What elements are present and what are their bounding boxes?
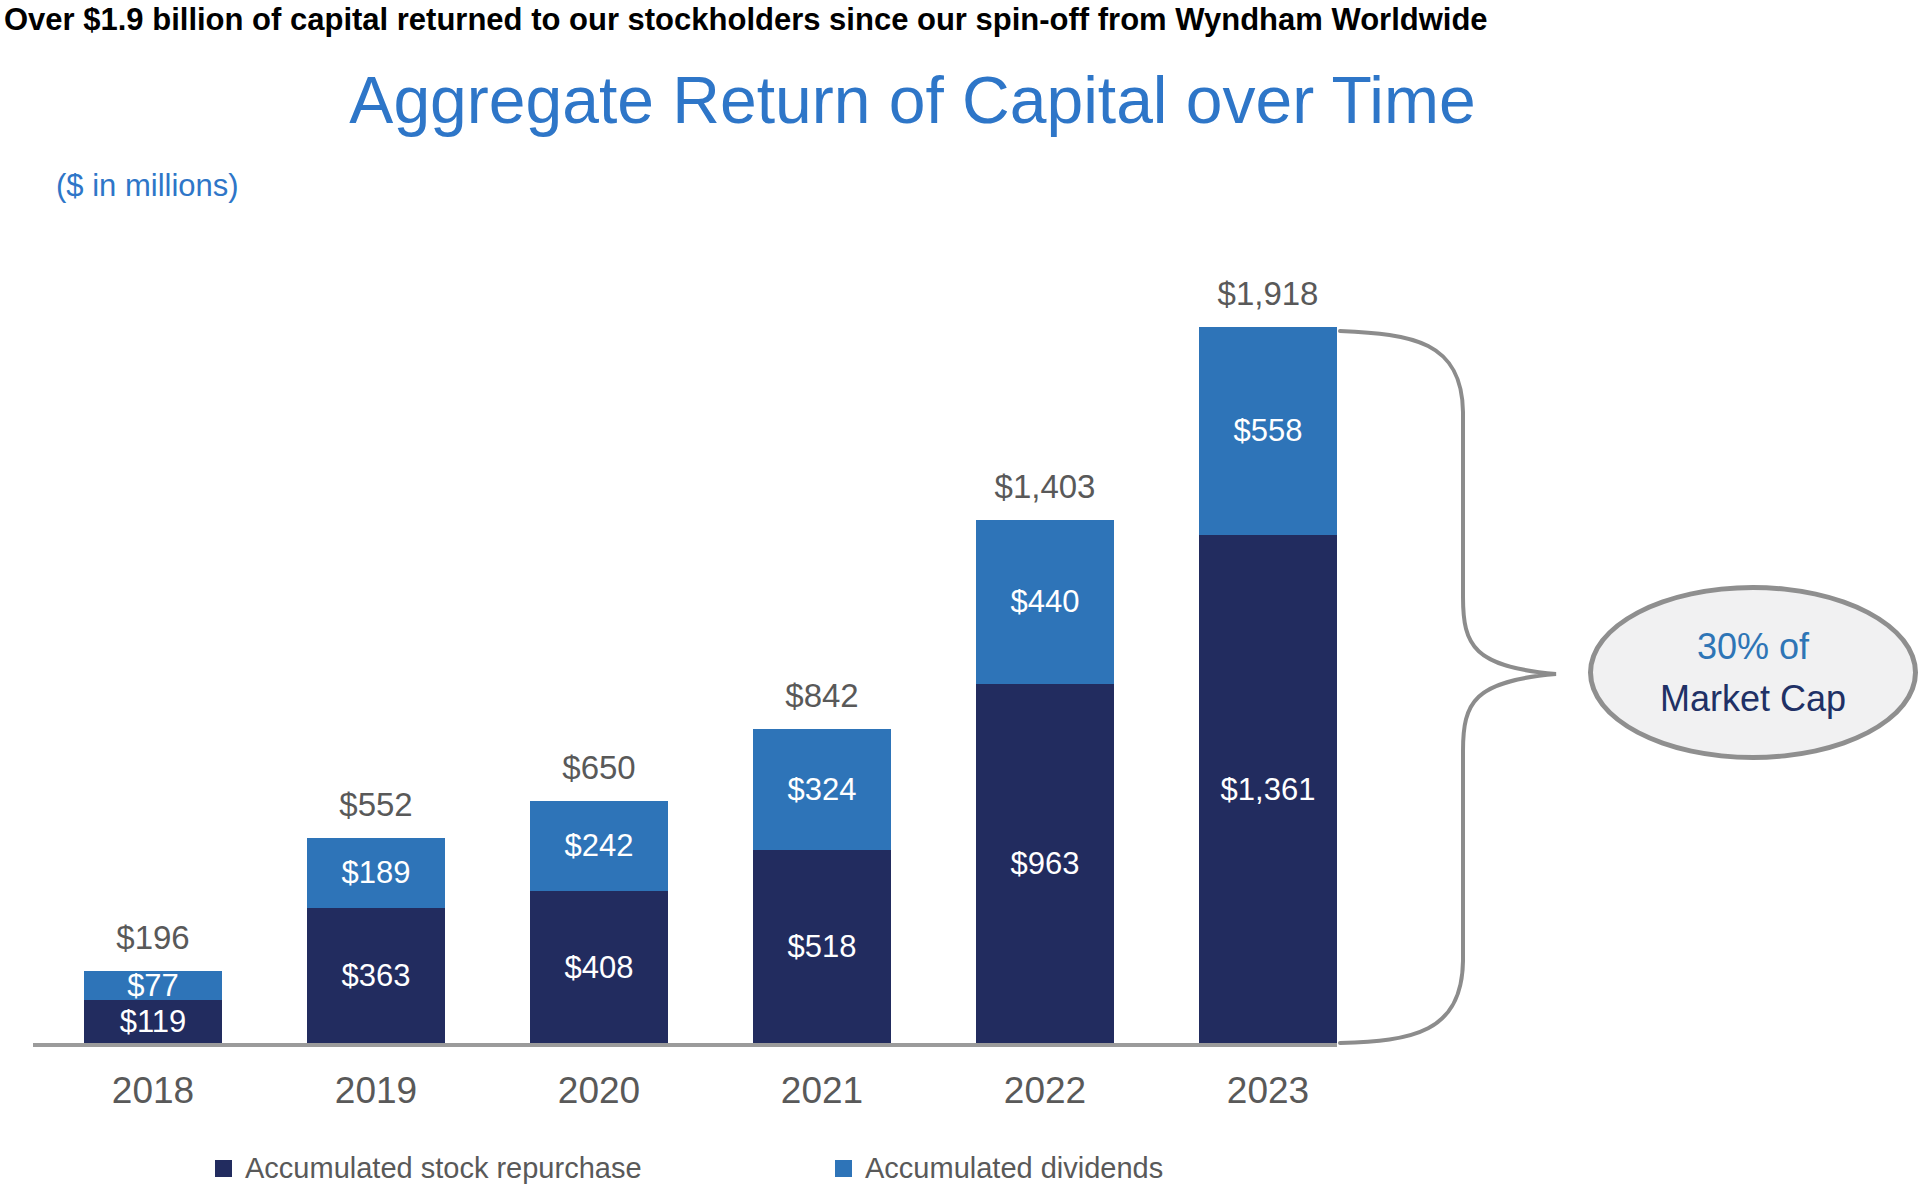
legend: Accumulated stock repurchase Accumulated… — [0, 1150, 1922, 1186]
bar-segment-dividends-2018: $77 — [84, 971, 222, 1000]
callout-bubble: 30% of Market Cap — [1588, 585, 1918, 760]
legend-swatch-dividends — [835, 1160, 852, 1177]
x-axis-label-2023: 2023 — [1178, 1070, 1358, 1112]
bar-total-label-2021: $842 — [732, 677, 912, 715]
callout-text-line2: Market Cap — [1660, 673, 1846, 725]
x-axis-label-2022: 2022 — [955, 1070, 1135, 1112]
bar-total-label-2018: $196 — [63, 919, 243, 957]
x-axis-label-2020: 2020 — [509, 1070, 689, 1112]
legend-label-stock-repurchase: Accumulated stock repurchase — [245, 1152, 642, 1185]
bar-total-label-2023: $1,918 — [1178, 275, 1358, 313]
legend-swatch-stock-repurchase — [215, 1160, 232, 1177]
bar-segment-stock-repurchase-2021: $518 — [753, 850, 891, 1044]
x-axis-label-2019: 2019 — [286, 1070, 466, 1112]
brace-path — [1340, 331, 1556, 1043]
x-axis-line — [33, 1043, 1337, 1047]
chart-title: Aggregate Return of Capital over Time — [0, 62, 1825, 138]
bar-total-label-2020: $650 — [509, 749, 689, 787]
legend-item-dividends: Accumulated dividends — [835, 1150, 1163, 1186]
bar-segment-dividends-2021: $324 — [753, 729, 891, 850]
bar-total-label-2022: $1,403 — [955, 468, 1135, 506]
page-header: Over $1.9 billion of capital returned to… — [4, 2, 1904, 38]
bar-segment-dividends-2023: $558 — [1199, 327, 1337, 535]
bar-segment-stock-repurchase-2019: $363 — [307, 908, 445, 1044]
bar-segment-stock-repurchase-2018: $119 — [84, 1000, 222, 1044]
legend-item-stock-repurchase: Accumulated stock repurchase — [215, 1150, 642, 1186]
x-axis-label-2018: 2018 — [63, 1070, 243, 1112]
bar-segment-dividends-2020: $242 — [530, 801, 668, 891]
bar-segment-dividends-2019: $189 — [307, 838, 445, 908]
callout-text-line1: 30% of — [1697, 621, 1809, 673]
legend-label-dividends: Accumulated dividends — [865, 1152, 1163, 1185]
slide: Over $1.9 billion of capital returned to… — [0, 0, 1922, 1191]
bar-segment-dividends-2022: $440 — [976, 520, 1114, 684]
x-axis-label-2021: 2021 — [732, 1070, 912, 1112]
bar-segment-stock-repurchase-2023: $1,361 — [1199, 535, 1337, 1044]
brace-connector — [0, 0, 1922, 1191]
bar-total-label-2019: $552 — [286, 786, 466, 824]
bar-segment-stock-repurchase-2022: $963 — [976, 684, 1114, 1044]
bar-segment-stock-repurchase-2020: $408 — [530, 891, 668, 1044]
chart-subtitle: ($ in millions) — [56, 168, 239, 204]
